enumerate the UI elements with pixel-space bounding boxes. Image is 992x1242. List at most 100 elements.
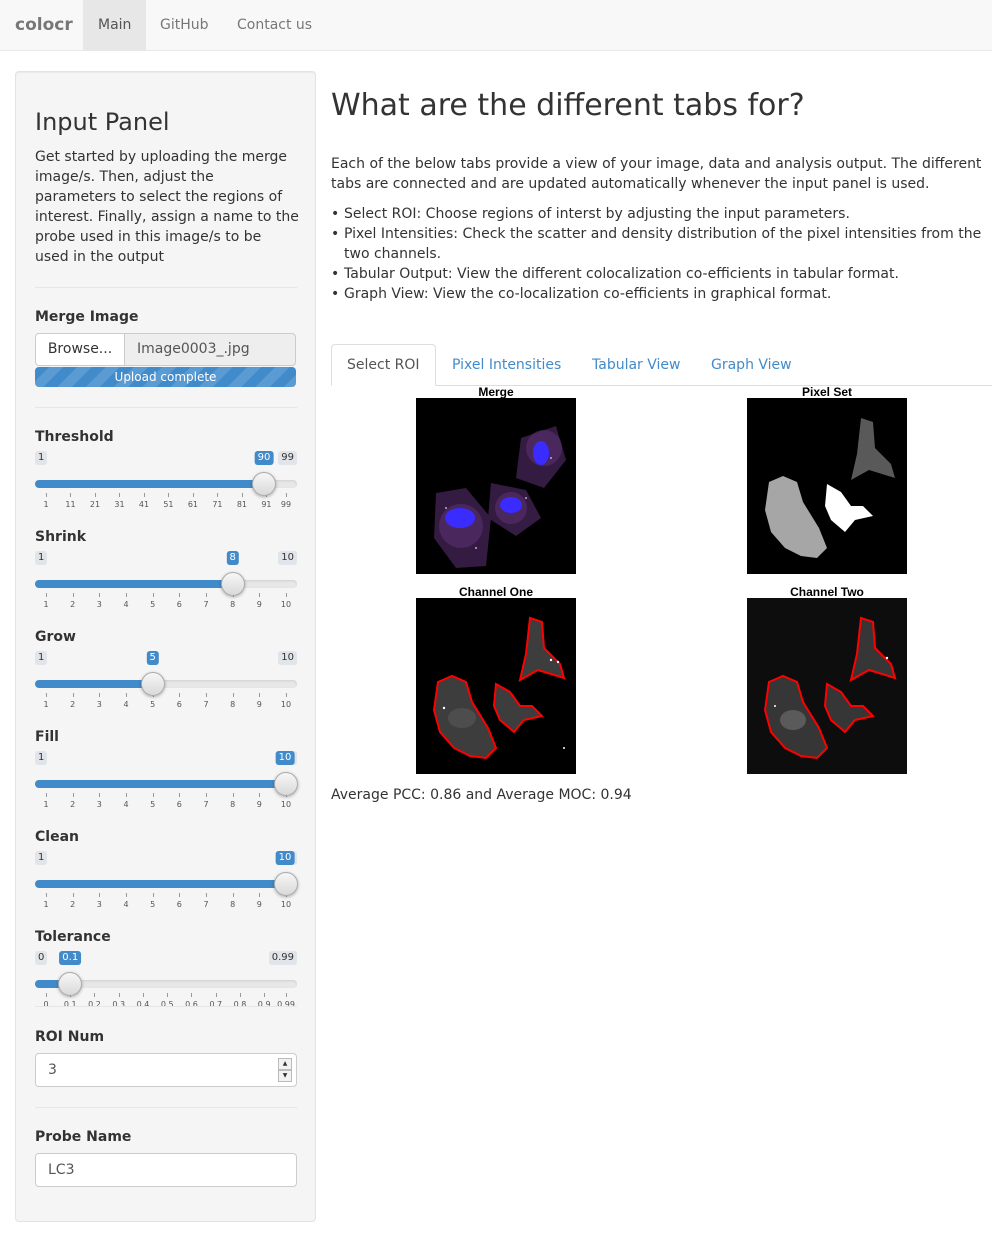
clean-tick [259, 893, 261, 897]
shrink-tick [286, 593, 287, 597]
roi-num-value: 3 [48, 1062, 57, 1078]
fill-tick-label: 2 [70, 800, 76, 809]
grow-max-label: 10 [278, 651, 297, 665]
grow-min-label: 1 [35, 651, 48, 665]
grow-tick-label: 4 [123, 700, 129, 709]
grow-tick [72, 693, 74, 697]
fill-slider-handle[interactable] [274, 772, 298, 796]
threshold-slider-handle[interactable] [251, 472, 276, 496]
fill-tick [206, 793, 207, 797]
shrink-tick [72, 593, 74, 597]
fill-slider[interactable]: 1101012345678910 [35, 751, 298, 815]
roi-num-stepper[interactable]: ▲ ▼ [278, 1058, 292, 1082]
threshold-tick-label: 21 [89, 500, 101, 509]
grow-tick-label: 8 [230, 700, 236, 709]
shrink-value-label: 8 [226, 551, 239, 565]
shrink-slider-handle[interactable] [220, 572, 245, 596]
clean-min-label: 1 [35, 851, 48, 865]
fill-tick-label: 3 [96, 800, 102, 809]
clean-slider[interactable]: 1101012345678910 [35, 851, 298, 915]
shrink-tick [206, 593, 207, 597]
input-panel: Input Panel Get started by uploading the… [15, 71, 316, 1222]
clean-tick-label: 6 [176, 900, 182, 909]
step-down-icon[interactable]: ▼ [278, 1070, 292, 1082]
fill-label: Fill [35, 729, 59, 745]
threshold-slider[interactable]: 1 99 90 1 11 21 31 41 51 61 71 81 91 99 [35, 451, 297, 515]
channel-one-image [416, 598, 576, 774]
clean-tick-label: 3 [96, 900, 102, 909]
grow-tick [46, 693, 47, 697]
browse-button[interactable]: Browse... [35, 333, 125, 366]
pixel-set-image [747, 398, 907, 574]
fill-slider-fill [35, 780, 286, 788]
shrink-label: Shrink [35, 529, 87, 545]
roi-num-input[interactable]: 3 ▲ ▼ [35, 1053, 297, 1087]
grow-tick-label: 5 [150, 700, 156, 709]
grow-label: Grow [35, 629, 76, 645]
tabs-description-list: Select ROI: Choose regions of interst by… [331, 204, 992, 304]
tolerance-tick-label: 0.7 [209, 1000, 223, 1009]
fill-tick [179, 793, 181, 797]
grow-tick-label: 9 [256, 700, 262, 709]
merge-image-label: Merge Image [35, 309, 139, 325]
threshold-tick [46, 493, 47, 497]
tolerance-slider-track[interactable] [35, 980, 297, 988]
list-item: Tabular Output: View the different coloc… [331, 264, 992, 284]
nav-github[interactable]: GitHub [160, 17, 209, 33]
threshold-value-label: 90 [254, 451, 274, 465]
clean-tick-label: 4 [123, 900, 129, 909]
divider [35, 287, 297, 288]
fill-tick [46, 793, 47, 797]
grow-tick-label: 7 [203, 700, 209, 709]
tab-tabular-view[interactable]: Tabular View [592, 357, 681, 373]
shrink-tick-label: 7 [203, 600, 209, 609]
tolerance-slider-handle[interactable] [58, 972, 83, 996]
tab-graph-view[interactable]: Graph View [711, 357, 792, 373]
nav-main[interactable]: Main [83, 0, 147, 50]
list-item: Select ROI: Choose regions of interst by… [331, 204, 992, 224]
probe-name-input[interactable]: LC3 [35, 1153, 297, 1187]
plot-title-channel-one: Channel One [458, 585, 533, 599]
shrink-tick-label: 8 [230, 600, 236, 609]
shrink-tick-label: 3 [96, 600, 102, 609]
tolerance-tick [142, 993, 144, 997]
grow-tick-label: 6 [176, 700, 182, 709]
roi-num-label: ROI Num [35, 1029, 105, 1045]
probe-name-value: LC3 [48, 1162, 75, 1178]
fill-tick-label: 6 [176, 800, 182, 809]
grow-slider[interactable]: 1 10 5 1 2 3 4 5 6 7 8 9 10 [35, 651, 297, 715]
shrink-min-label: 1 [35, 551, 48, 565]
grow-slider-handle[interactable] [140, 672, 165, 696]
fill-tick-label: 5 [150, 800, 156, 809]
tolerance-min-label: 0 [35, 951, 48, 965]
clean-tick [179, 893, 181, 897]
fill-tick [232, 793, 234, 797]
tolerance-tick [239, 993, 241, 997]
fill-tick-label: 1 [43, 800, 49, 809]
list-item: Graph View: View the co-localization co-… [331, 284, 992, 304]
clean-slider-handle[interactable] [274, 872, 298, 896]
grow-tick-label: 3 [96, 700, 102, 709]
clean-value-label: 10 [275, 851, 295, 865]
shrink-slider[interactable]: 1 10 8 1 2 3 4 5 6 7 8 9 10 [35, 551, 297, 615]
tolerance-tick-label: 0.9 [257, 1000, 271, 1009]
threshold-tick [70, 493, 72, 497]
tab-select-roi[interactable]: Select ROI [331, 344, 436, 386]
step-up-icon[interactable]: ▲ [278, 1058, 292, 1070]
fill-tick-label: 4 [123, 800, 129, 809]
tolerance-slider[interactable]: 0 0.99 0.1 0 0.1 0.2 0.3 0.4 0.5 0.6 0.7 0.8 0.9 0.99 [35, 951, 297, 1015]
grow-slider-fill [35, 680, 153, 688]
grow-slider-track[interactable] [35, 680, 297, 688]
threshold-tick [119, 493, 121, 497]
file-name-display[interactable]: Image0003_.jpg [124, 333, 296, 366]
divider [35, 1107, 297, 1108]
nav-contact[interactable]: Contact us [237, 17, 313, 33]
tolerance-tick-label: 0.1 [63, 1000, 77, 1009]
shrink-tick-label: 5 [150, 600, 156, 609]
grow-tick-label: 10 [280, 700, 292, 709]
tab-pixel-intensities[interactable]: Pixel Intensities [452, 357, 562, 373]
shrink-tick [152, 593, 154, 597]
tolerance-tick [94, 993, 96, 997]
tolerance-tick-label: 0.2 [88, 1000, 101, 1009]
brand-link[interactable]: colocr [15, 15, 73, 35]
